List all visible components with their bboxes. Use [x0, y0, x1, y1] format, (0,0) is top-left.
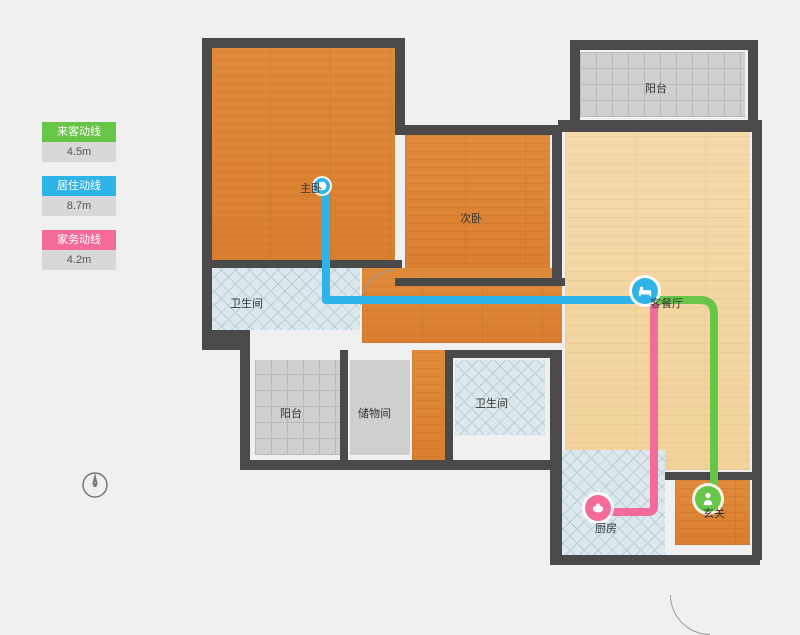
legend-guest-value: 4.5m: [42, 142, 116, 162]
label-kitchen: 厨房: [595, 520, 617, 536]
legend-chores: 家务动线 4.2m: [42, 230, 116, 270]
door-arc: [670, 595, 710, 635]
legend-guest-label: 来客动线: [42, 122, 116, 142]
legend-chores-value: 4.2m: [42, 250, 116, 270]
label-balcony-left: 阳台: [280, 405, 302, 421]
label-entry: 玄关: [703, 505, 725, 521]
legend-chores-label: 家务动线: [42, 230, 116, 250]
label-living-dining: 客餐厅: [650, 295, 683, 311]
kitchen-marker-icon: [585, 495, 611, 521]
compass-icon: [80, 470, 110, 500]
floor-plan: 主卧次卧阳台客餐厅卫生间卫生间阳台储物间厨房玄关: [180, 20, 770, 580]
legend: 来客动线 4.5m 居住动线 8.7m 家务动线 4.2m: [42, 122, 116, 284]
legend-resident: 居住动线 8.7m: [42, 176, 116, 216]
label-second-bedroom: 次卧: [460, 210, 482, 226]
label-storage: 储物间: [358, 405, 391, 421]
legend-resident-label: 居住动线: [42, 176, 116, 196]
label-master-bedroom: 主卧: [300, 180, 322, 196]
legend-guest: 来客动线 4.5m: [42, 122, 116, 162]
legend-resident-value: 8.7m: [42, 196, 116, 216]
label-bathroom-2: 卫生间: [475, 395, 508, 411]
label-bathroom-1: 卫生间: [230, 295, 263, 311]
label-balcony-top: 阳台: [645, 80, 667, 96]
